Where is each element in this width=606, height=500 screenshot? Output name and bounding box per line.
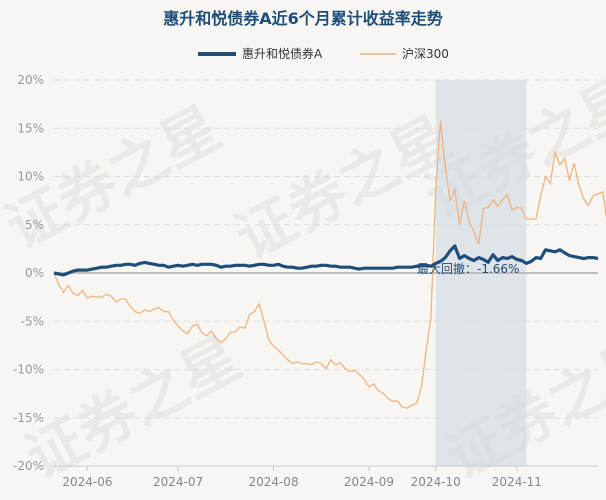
x-tick-label: 2024-11	[492, 475, 542, 489]
y-axis: -20% -15% -10% -5% 0% 5% 10% 15% 20%	[13, 73, 44, 473]
x-axis: 2024-06 2024-07 2024-08 2024-09 2024-10 2024-…	[62, 466, 542, 489]
x-tick-label: 2024-08	[248, 475, 298, 489]
x-tick-label: 2024-06	[62, 475, 112, 489]
y-tick-label: 5%	[25, 218, 44, 232]
legend: 惠升和悦债券A 沪深300	[198, 46, 449, 61]
series-line-fund	[53, 244, 599, 277]
y-tick-label: 20%	[17, 73, 44, 87]
y-tick-label: 10%	[17, 170, 44, 184]
x-tick-label: 2024-10	[411, 475, 461, 489]
y-tick-label: 0%	[25, 266, 44, 280]
y-tick-label: 15%	[17, 121, 44, 135]
series-line-index	[53, 120, 606, 409]
y-tick-label: -20%	[13, 459, 44, 473]
max-drawdown-annotation: 最大回撤：-1.66%	[417, 261, 519, 276]
y-tick-label: -15%	[13, 411, 44, 425]
y-tick-label: -5%	[21, 314, 44, 328]
x-tick-label: 2024-07	[153, 475, 203, 489]
chart-title: 惠升和悦债券A近6个月累计收益率走势	[163, 9, 443, 28]
watermark-text-3: 证券之星	[15, 323, 252, 492]
legend-label-index: 沪深300	[402, 47, 449, 61]
legend-label-fund: 惠升和悦债券A	[242, 46, 323, 61]
y-tick-label: -10%	[13, 363, 44, 377]
x-tick-label: 2024-09	[344, 475, 394, 489]
